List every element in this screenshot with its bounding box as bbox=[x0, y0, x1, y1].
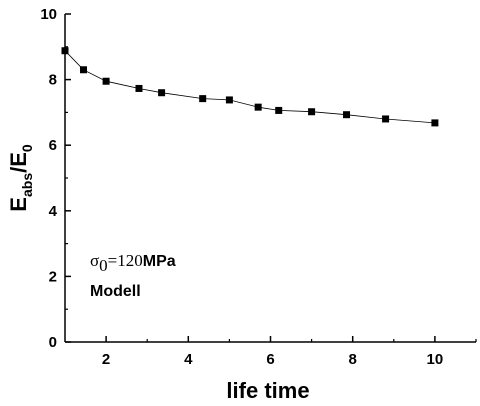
data-point bbox=[158, 89, 166, 97]
y-axis-title: Eabs/E0 bbox=[6, 144, 35, 212]
data-point bbox=[382, 115, 390, 123]
y-tick-label: 4 bbox=[49, 203, 58, 220]
annotation-model: Modell bbox=[90, 283, 141, 300]
data-point bbox=[135, 84, 143, 92]
y-tick-label: 0 bbox=[49, 334, 57, 351]
x-tick-label: 10 bbox=[427, 351, 444, 368]
y-axis-title-sub1: abs bbox=[19, 173, 35, 197]
data-point bbox=[199, 95, 207, 103]
annotation-sigma-symbol: σ bbox=[90, 251, 99, 270]
tick-labels: 0 2 4 6 8 10 2 4 6 8 10 bbox=[40, 6, 443, 368]
y-tick-label: 8 bbox=[49, 72, 57, 89]
annotation-sigma-value: =120 bbox=[108, 251, 143, 270]
series-layer bbox=[61, 47, 439, 127]
x-tick-label: 8 bbox=[349, 351, 357, 368]
y-axis-title-sep: /E bbox=[6, 152, 31, 173]
series-line bbox=[64, 50, 435, 124]
x-axis-title: life time bbox=[226, 378, 309, 403]
data-point bbox=[61, 47, 69, 55]
y-tick-label: 2 bbox=[49, 268, 57, 285]
y-axis-title-main: E bbox=[6, 197, 31, 212]
x-tick-label: 2 bbox=[102, 351, 110, 368]
data-point bbox=[343, 111, 351, 119]
data-point bbox=[102, 77, 110, 85]
ticks bbox=[65, 13, 477, 343]
data-point bbox=[431, 119, 439, 127]
data-point bbox=[225, 96, 233, 104]
data-point bbox=[275, 106, 283, 114]
x-tick-label: 4 bbox=[184, 351, 193, 368]
y-tick-label: 10 bbox=[40, 6, 57, 23]
data-point bbox=[254, 103, 262, 111]
y-tick-label: 6 bbox=[49, 137, 57, 154]
annotation-sigma: σ0=120MPa bbox=[90, 251, 176, 275]
data-point bbox=[79, 66, 87, 74]
x-tick-label: 6 bbox=[266, 351, 274, 368]
data-point bbox=[308, 108, 316, 116]
annotation-sigma-sub: 0 bbox=[99, 256, 108, 275]
y-axis-title-sub2: 0 bbox=[19, 144, 35, 152]
annotation-sigma-unit: MPa bbox=[143, 253, 176, 270]
